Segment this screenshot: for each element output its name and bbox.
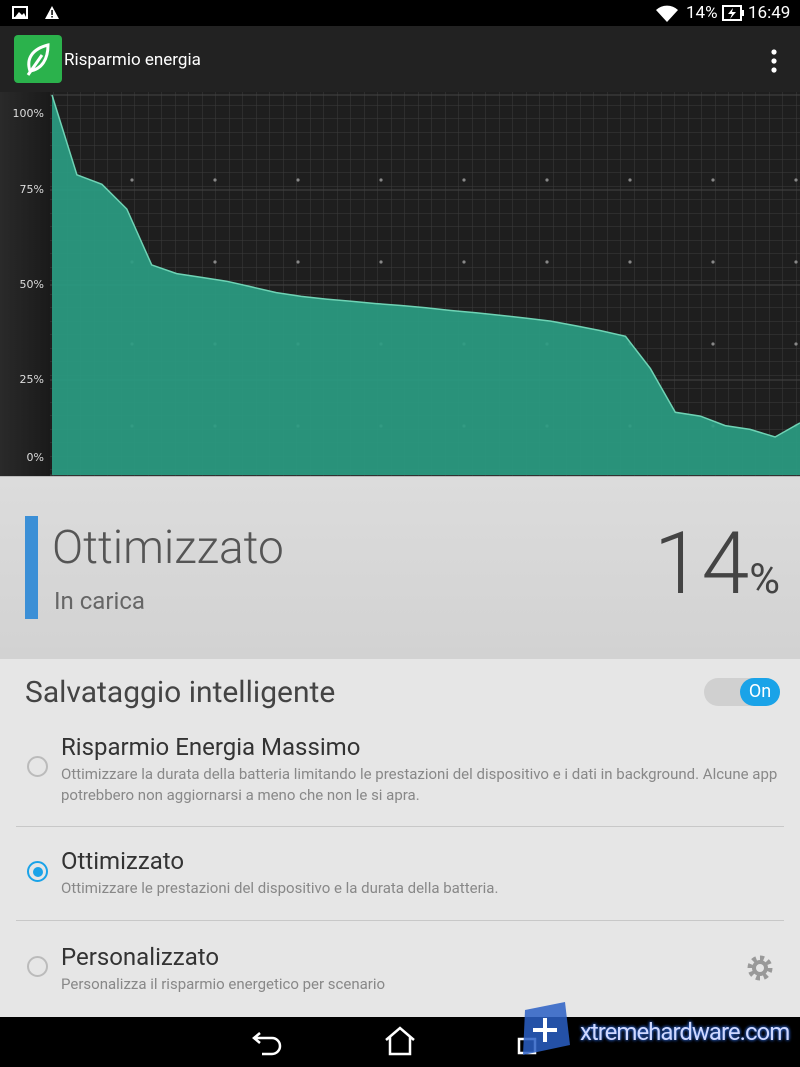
section-title: Salvataggio intelligente <box>25 675 336 710</box>
grid-dot <box>296 260 300 264</box>
grid-dot <box>545 178 549 182</box>
nav-bar <box>0 1017 800 1067</box>
grid-dot <box>628 260 632 264</box>
battery-percent: 14% <box>686 3 718 23</box>
toggle-label: On <box>740 678 780 706</box>
y-tick-label: 50% <box>20 278 44 291</box>
grid-dot <box>379 178 383 182</box>
battery-area <box>52 95 800 475</box>
option-desc: Ottimizzare la durata della batteria lim… <box>61 765 778 804</box>
app-title: Risparmio energia <box>64 50 201 70</box>
option-desc: Ottimizzare le prestazioni del dispositi… <box>61 879 499 897</box>
watermark-text: xtremehardware.com <box>580 1018 790 1046</box>
app-icon[interactable] <box>14 35 62 83</box>
battery-line <box>51 94 800 438</box>
grid-dot <box>213 260 217 264</box>
y-tick-label: 100% <box>13 107 44 120</box>
charging-state: In carica <box>54 587 145 615</box>
status-panel: Ottimizzato In carica 14% <box>0 476 800 660</box>
toggle[interactable]: On <box>704 678 780 706</box>
option-desc: Personalizza il risparmio energetico per… <box>61 975 386 993</box>
status-icons <box>12 6 59 19</box>
radio[interactable] <box>27 756 48 777</box>
app-bar: Risparmio energia <box>0 26 800 92</box>
y-tick-label: 25% <box>20 373 44 386</box>
grid-dot <box>711 178 715 182</box>
grid-dot <box>711 342 715 346</box>
grid-dot <box>628 178 632 182</box>
grid-dot <box>213 178 217 182</box>
home-button[interactable] <box>383 1025 417 1057</box>
grid-dot <box>794 178 798 182</box>
clock: 16:49 <box>748 3 791 23</box>
mode-name: Ottimizzato <box>52 521 284 575</box>
grid-dot <box>794 260 798 264</box>
mode-indicator <box>25 516 38 619</box>
grid-dot <box>794 342 798 346</box>
grid-dot <box>545 260 549 264</box>
grid-dot <box>462 260 466 264</box>
radio[interactable] <box>27 956 48 977</box>
battery-unit: % <box>749 555 780 604</box>
status-bar: 14% 16:49 <box>0 0 800 26</box>
divider <box>16 826 784 827</box>
settings-gear[interactable] <box>745 953 775 983</box>
battery-value: 14 <box>653 513 750 614</box>
option-title: Personalizzato <box>61 943 220 971</box>
grid-dot <box>379 260 383 264</box>
battery-icon <box>722 5 744 21</box>
grid-dot <box>462 178 466 182</box>
y-tick-label: 75% <box>20 183 44 196</box>
option-title: Ottimizzato <box>61 847 185 875</box>
battery-level: 14% <box>654 513 780 614</box>
grid-dot <box>296 178 300 182</box>
grid-dot <box>711 260 715 264</box>
wifi-icon <box>656 5 678 22</box>
back-button[interactable] <box>250 1027 284 1057</box>
settings-list: Salvataggio intelligente On Risparmio En… <box>0 659 800 1017</box>
radio-selected[interactable] <box>27 861 48 882</box>
watermark-logo <box>523 1002 570 1055</box>
y-tick-label: 0% <box>27 451 44 464</box>
divider <box>16 920 784 921</box>
overflow-menu[interactable] <box>768 48 780 74</box>
battery-chart: 0% 25% 50% 75% 100% <box>0 92 800 476</box>
option-title: Risparmio Energia Massimo <box>61 733 361 761</box>
grid-dot <box>130 178 134 182</box>
